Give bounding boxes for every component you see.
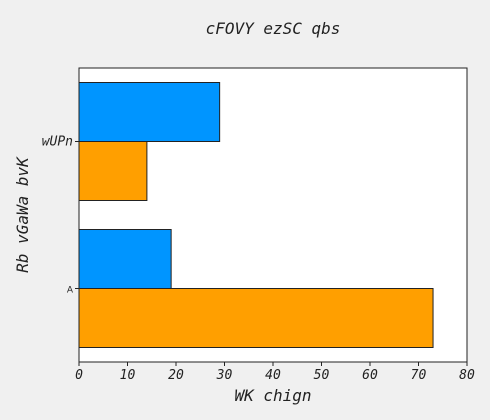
bar-wUPn-series-0 bbox=[78, 141, 148, 201]
x-tick-label: 40 bbox=[265, 368, 281, 383]
x-tick-label: 20 bbox=[168, 368, 184, 383]
bar-A-series-0 bbox=[78, 288, 434, 348]
x-tick-label: 0 bbox=[75, 368, 83, 383]
x-tick-label: 30 bbox=[216, 368, 233, 383]
y-tick-label: A bbox=[67, 286, 74, 296]
x-tick-label: 70 bbox=[411, 368, 427, 383]
chart-title: cFOVY ezSC qbs bbox=[206, 19, 341, 38]
bar-wUPn-series-1 bbox=[78, 82, 221, 142]
x-tick-label: 60 bbox=[362, 368, 378, 383]
x-axis-label: WK chign bbox=[234, 386, 311, 405]
y-tick-label: wUPn bbox=[42, 135, 73, 150]
y-axis-label: Rb vGaWa bvK bbox=[13, 156, 32, 273]
x-ticks-group: 0 10 20 30 40 50 60 70 80 bbox=[75, 362, 475, 383]
plot-frame bbox=[78, 67, 468, 363]
bar-A-series-1 bbox=[78, 229, 172, 289]
x-tick-label: 80 bbox=[459, 368, 475, 383]
bars-group bbox=[78, 82, 434, 348]
x-tick-label: 10 bbox=[120, 368, 136, 383]
x-tick-label: 50 bbox=[314, 368, 330, 383]
